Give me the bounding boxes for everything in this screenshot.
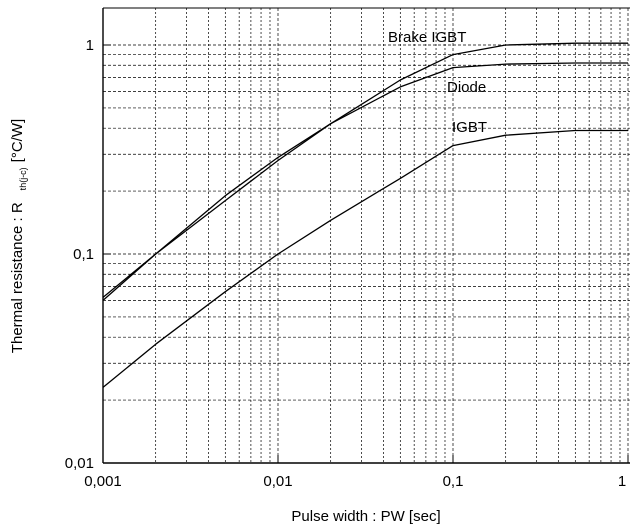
x-tick-label: 0,01 [263, 473, 292, 490]
x-axis-title: Pulse width : PW [sec] [291, 508, 440, 525]
y-tick-label: 0,01 [65, 455, 94, 472]
series-label-brake-igbt: Brake IGBT [388, 29, 466, 46]
axes [102, 7, 630, 464]
series-label-igbt: IGBT [452, 119, 487, 136]
y-tick-label: 1 [86, 37, 94, 54]
x-tick-label: 1 [618, 473, 626, 490]
y-axis-title-subscript: th(j-c) [18, 167, 28, 190]
series-line-igbt [102, 129, 628, 388]
y-axis-title-unit: [°C/W] [9, 119, 26, 163]
series-label-diode: Diode [447, 79, 486, 96]
y-tick-label: 0,1 [73, 246, 94, 263]
y-tick-labels: 0,01 0,1 1 [65, 37, 94, 472]
y-axis-title: Thermal resistance : R th(j-c) [°C/W] [9, 119, 28, 353]
y-axis-title-main: Thermal resistance : R [9, 202, 26, 353]
series-line-brake-igbt [102, 42, 628, 298]
series-line-diode [102, 62, 628, 301]
plot-background [103, 8, 630, 463]
x-tick-label: 0,001 [84, 473, 122, 490]
x-tick-labels: 0,001 0,01 0,1 1 [84, 473, 626, 490]
x-tick-label: 0,1 [443, 473, 464, 490]
series-lines [102, 42, 628, 388]
series-labels: Brake IGBT Diode IGBT [388, 29, 487, 136]
svg-text:Thermal resistance : Rth(j-c)[: Thermal resistance : R th(j-c) [°C/W] [9, 119, 28, 353]
